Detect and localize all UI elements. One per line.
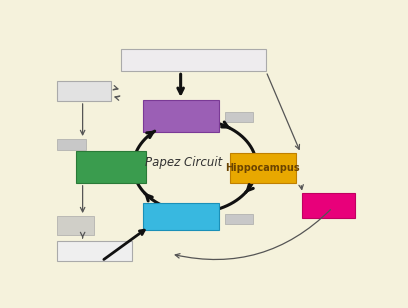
FancyBboxPatch shape	[143, 203, 219, 230]
FancyBboxPatch shape	[143, 100, 219, 132]
FancyBboxPatch shape	[57, 216, 94, 235]
FancyBboxPatch shape	[302, 193, 355, 218]
FancyBboxPatch shape	[225, 214, 253, 224]
FancyBboxPatch shape	[225, 112, 253, 122]
FancyBboxPatch shape	[76, 151, 146, 183]
FancyBboxPatch shape	[230, 153, 296, 183]
FancyBboxPatch shape	[121, 49, 266, 71]
FancyBboxPatch shape	[57, 139, 86, 150]
FancyBboxPatch shape	[57, 241, 132, 261]
Text: Hippocampus: Hippocampus	[226, 163, 300, 173]
Text: Papez Circuit: Papez Circuit	[145, 156, 222, 169]
FancyBboxPatch shape	[57, 81, 111, 101]
